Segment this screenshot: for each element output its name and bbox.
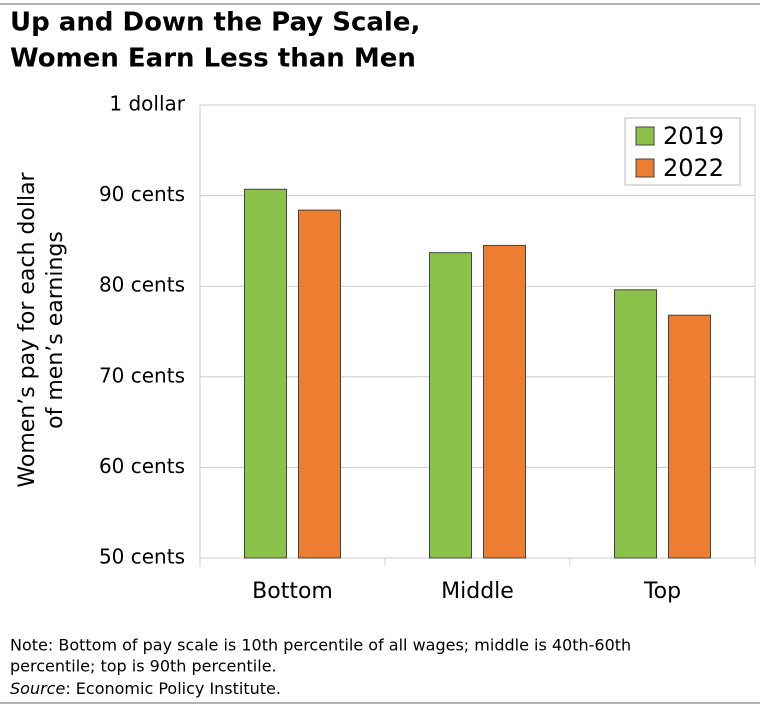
x-tick-label: Middle <box>441 579 514 604</box>
y-tick-label: 1 dollar <box>109 92 185 116</box>
y-axis-label-line: of men’s earnings <box>43 231 68 429</box>
bar <box>244 188 287 559</box>
note: Note: Bottom of pay scale is 10th percen… <box>10 636 631 655</box>
chart-title: Women Earn Less than Men <box>10 44 416 74</box>
source: Source: Economic Policy Institute. <box>10 679 281 698</box>
legend-label: 2022 <box>663 154 724 182</box>
bar <box>614 289 657 559</box>
bar <box>483 244 526 559</box>
y-tick-label: 70 cents <box>99 363 185 387</box>
legend-swatch <box>635 158 655 178</box>
y-axis-label: Women’s pay for each dollar of men’s ear… <box>15 171 68 487</box>
bar <box>668 314 711 559</box>
legend-swatch <box>635 126 655 146</box>
chart-title: Up and Down the Pay Scale, <box>10 8 420 38</box>
y-axis-label-line: Women’s pay for each dollar <box>15 171 40 487</box>
bar <box>429 252 472 559</box>
y-tick-label: 50 cents <box>99 545 185 569</box>
y-tick-label: 80 cents <box>99 273 185 297</box>
legend-label: 2019 <box>663 122 724 150</box>
x-tick-label: Top <box>643 579 681 604</box>
note: percentile; top is 90th percentile. <box>10 657 277 676</box>
y-tick-label: 60 cents <box>99 454 185 478</box>
y-tick-label: 90 cents <box>99 182 185 206</box>
bar <box>298 209 341 559</box>
source-text: : Economic Policy Institute. <box>65 679 281 698</box>
x-tick-label: Bottom <box>252 579 333 604</box>
source-label: Source <box>10 679 65 698</box>
